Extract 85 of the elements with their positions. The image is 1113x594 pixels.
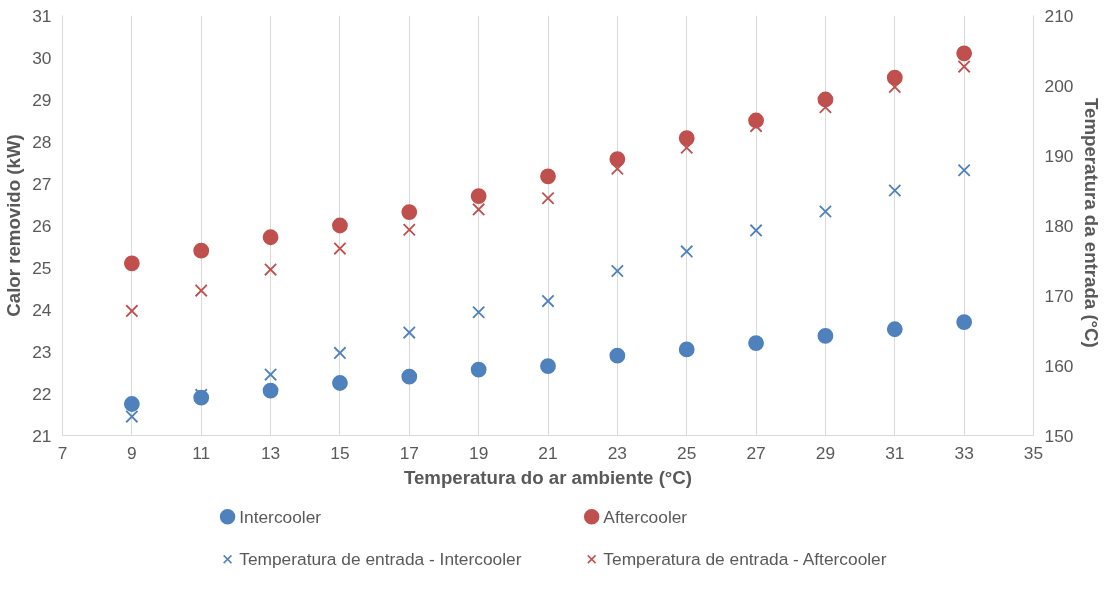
y-tick-label: 28: [32, 131, 52, 152]
y-tick-label: 26: [32, 215, 52, 236]
point: [332, 375, 348, 391]
point: [262, 382, 279, 399]
point: [262, 229, 279, 246]
point: [541, 294, 555, 308]
x-tick-label: 15: [330, 442, 350, 463]
point: [540, 168, 556, 185]
point: [402, 326, 416, 340]
point: [888, 183, 902, 198]
point: [123, 255, 140, 272]
point: [678, 130, 695, 147]
y-tick-label: 23: [32, 341, 52, 362]
legend-label: Temperatura de entrada - Intercooler: [239, 549, 522, 570]
point: [470, 188, 487, 204]
point: [886, 321, 903, 338]
point: [818, 204, 832, 219]
x-tick-label: 25: [677, 442, 697, 463]
point: [956, 45, 973, 62]
x-tick-label: 13: [260, 442, 281, 463]
y-tick-label: 30: [32, 47, 52, 68]
x-tick-label: 35: [1023, 442, 1044, 463]
point: [123, 396, 140, 412]
point: [472, 305, 486, 319]
x-axis-title: Temperatura do ar ambiente (°C): [403, 466, 693, 488]
point: [540, 358, 556, 375]
x-tick-label: 17: [399, 442, 419, 463]
point: [609, 347, 626, 364]
x-tick-label: 21: [538, 442, 558, 463]
point: [678, 341, 695, 358]
x-tick-label: 27: [746, 442, 766, 463]
y-tick-label: 31: [32, 5, 52, 26]
point: [680, 244, 694, 258]
legend-label: Aftercooler: [603, 506, 688, 527]
y2-tick-label: 180: [1044, 215, 1074, 236]
y2-tick-label: 170: [1044, 285, 1074, 306]
y-tick-label: 24: [32, 299, 52, 320]
point: [472, 202, 486, 216]
x-tick-label: 19: [469, 442, 489, 463]
point: [470, 361, 487, 378]
legend-label: Intercooler: [239, 506, 322, 527]
x-tick-label: 9: [127, 442, 137, 463]
point: [748, 335, 764, 351]
point: [610, 264, 624, 278]
point: [680, 141, 694, 155]
point: [402, 223, 416, 237]
y-tick-label: 22: [32, 383, 52, 404]
point: [609, 151, 626, 168]
y2-tick-label: 150: [1044, 425, 1074, 446]
x-tick-label: 7: [57, 442, 68, 463]
y-axis-title: Calor removido (kW): [3, 134, 25, 317]
point: [817, 328, 834, 344]
point: [888, 80, 902, 94]
x-tick-label: 11: [192, 442, 211, 463]
y2-tick-label: 210: [1044, 5, 1074, 26]
point: [541, 191, 555, 205]
point: [125, 304, 139, 318]
y-tick-label: 25: [32, 257, 52, 278]
point: [125, 410, 139, 424]
point: [333, 346, 347, 360]
x-tick-label: 31: [885, 442, 905, 463]
x-tick-label: 29: [815, 442, 836, 463]
point: [401, 204, 418, 220]
x-tick-label: 23: [607, 442, 627, 463]
y-tick-label: 29: [32, 89, 52, 110]
y-tick-label: 27: [32, 173, 52, 194]
point: [264, 368, 278, 382]
point: [957, 163, 971, 177]
point: [957, 60, 971, 74]
point: [610, 162, 624, 176]
y2-tick-label: 190: [1044, 145, 1074, 166]
y-tick-label: 21: [32, 425, 52, 446]
legend-label: Temperatura de entrada - Aftercooler: [603, 549, 887, 570]
x-tick-label: 33: [954, 442, 974, 463]
y2-tick-label: 160: [1044, 355, 1074, 376]
point: [749, 223, 763, 237]
point: [193, 242, 210, 259]
point: [264, 263, 278, 277]
point: [956, 314, 973, 330]
point: [194, 284, 208, 298]
y2-tick-label: 200: [1044, 75, 1074, 96]
point: [332, 217, 348, 234]
point: [401, 368, 418, 385]
y2-axis-title: Temperatura da entrada (°C): [1081, 98, 1103, 348]
point: [333, 242, 347, 256]
